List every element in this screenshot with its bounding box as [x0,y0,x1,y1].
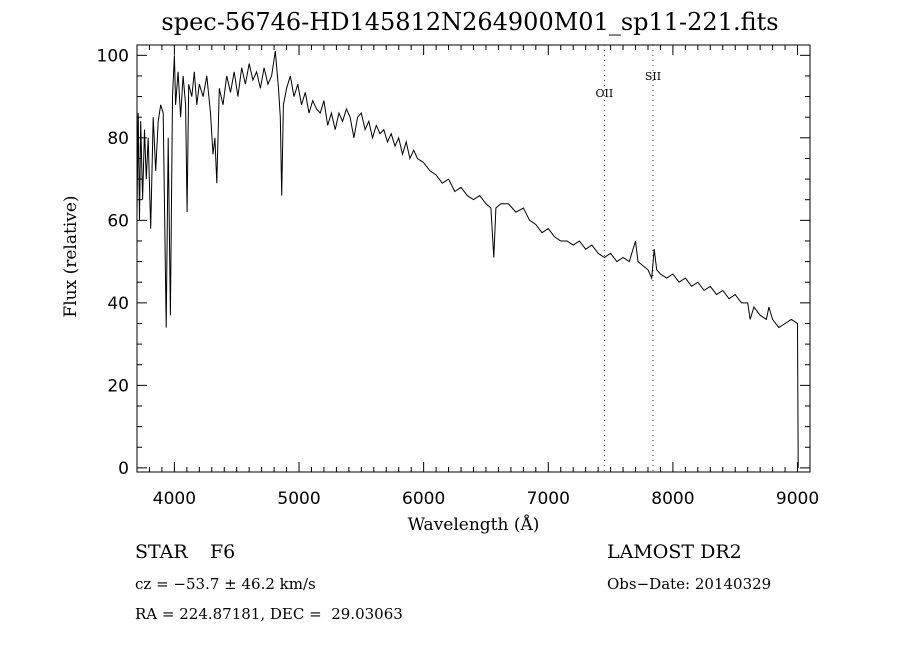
redshift-velocity: cz = −53.7 ± 46.2 km/s [135,575,316,593]
sky-coordinates: RA = 224.87181, DEC = 29.03063 [135,605,403,623]
y-axis-label: Flux (relative) [61,195,81,317]
x-tick-label: 6000 [402,489,445,509]
x-tick-label: 9000 [776,489,819,509]
y-tick-label: 100 [97,46,129,66]
object-class: STAR [135,541,188,563]
y-tick-label: 80 [107,129,129,149]
x-tick-label: 5000 [277,489,320,509]
x-tick-label: 4000 [153,489,196,509]
observation-date: Obs−Date: 20140329 [607,575,772,593]
x-tick-label: 7000 [527,489,570,509]
y-tick-label: 60 [107,211,129,231]
y-tick-label: 20 [107,376,129,396]
line-marker-label: OII [596,87,614,100]
x-axis-label: Wavelength (Å) [408,514,540,535]
y-tick-label: 0 [118,459,129,479]
chart-title: spec-56746-HD145812N264900M01_sp11-221.f… [161,8,779,36]
survey-name: LAMOST DR2 [607,541,742,563]
spectrum-line [136,51,799,468]
line-marker-label: SII [645,70,661,83]
x-tick-label: 8000 [651,489,694,509]
object-subclass: F6 [210,541,236,563]
plot-frame [136,44,811,473]
y-tick-label: 40 [107,294,129,314]
